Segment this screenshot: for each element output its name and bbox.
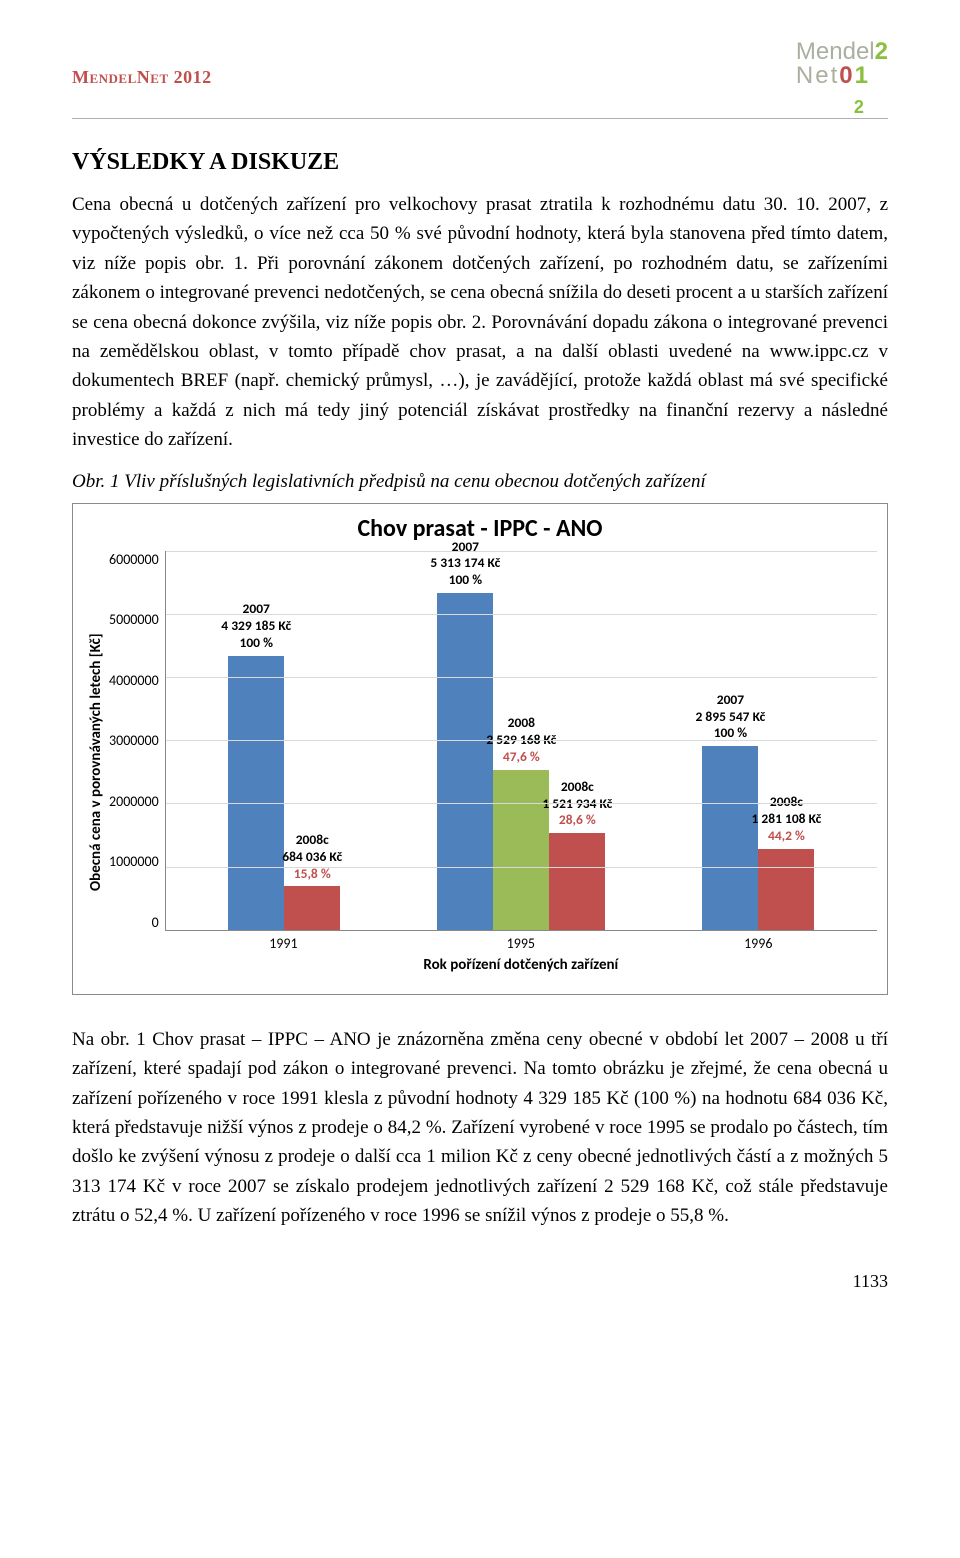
bar-label: 2008c1 281 108 Kč44,2 %	[716, 794, 856, 849]
y-tick: 3000000	[109, 732, 159, 749]
y-tick: 2000000	[109, 793, 159, 810]
gridline	[166, 551, 877, 552]
bar	[758, 849, 814, 930]
logo-text: Mendel	[796, 38, 875, 65]
y-tick: 6000000	[109, 551, 159, 568]
bar-column: 20074 329 185 Kč100 %	[228, 656, 284, 930]
bar-chart: Chov prasat - IPPC - ANO Obecná cena v p…	[72, 503, 888, 995]
y-tick: 5000000	[109, 611, 159, 628]
bar	[228, 656, 284, 930]
mendelnet-logo: Mendel2 Net012	[796, 40, 888, 116]
gridline	[166, 740, 877, 741]
page-number: 1133	[72, 1271, 888, 1292]
bar-label: 2008c684 036 Kč15,8 %	[242, 832, 382, 887]
logo-text: Net	[796, 62, 839, 89]
x-tick: 1996	[640, 935, 877, 952]
bar-column: 2008c1 281 108 Kč44,2 %	[758, 849, 814, 930]
logo-text: 2	[875, 38, 888, 65]
logo-text: 0	[839, 62, 854, 89]
y-tick: 4000000	[109, 672, 159, 689]
x-axis-title: Rok pořízení dotčených zařízení	[165, 956, 877, 974]
bar	[549, 833, 605, 929]
bar-label: 2008c1 521 934 Kč28,6 %	[507, 779, 647, 834]
x-tick: 1991	[165, 935, 402, 952]
plot-area: 20074 329 185 Kč100 %2008c684 036 Kč15,8…	[165, 551, 877, 931]
x-axis-ticks: 199119951996	[165, 935, 877, 952]
bar	[284, 886, 340, 929]
bar-label: 20072 895 547 Kč100 %	[660, 692, 800, 747]
page-header: MendelNet 2012 Mendel2 Net012	[72, 40, 888, 119]
bar-column: 2008c684 036 Kč15,8 %	[284, 886, 340, 929]
y-tick: 1000000	[109, 853, 159, 870]
gridline	[166, 803, 877, 804]
y-axis-ticks: 6000000 5000000 4000000 3000000 2000000 10000…	[109, 551, 165, 931]
gridline	[166, 867, 877, 868]
y-axis-title: Obecná cena v porovnávaných letech [Kč]	[83, 551, 109, 974]
y-tick: 0	[152, 914, 159, 931]
bar-label: 20075 313 174 Kč100 %	[395, 539, 535, 594]
x-tick: 1995	[402, 935, 639, 952]
gridline	[166, 614, 877, 615]
bar-column: 2008c1 521 934 Kč28,6 %	[549, 833, 605, 929]
logo-text: 2	[854, 97, 866, 117]
body-paragraph: Na obr. 1 Chov prasat – IPPC – ANO je zn…	[72, 1025, 888, 1231]
bar-label: 20074 329 185 Kč100 %	[186, 601, 326, 656]
figure-caption: Obr. 1 Vliv příslušných legislativních p…	[72, 471, 888, 493]
header-title: MendelNet 2012	[72, 67, 212, 88]
body-paragraph: Cena obecná u dotčených zařízení pro vel…	[72, 190, 888, 455]
gridline	[166, 677, 877, 678]
section-heading: VÝSLEDKY A DISKUZE	[72, 149, 888, 176]
bar-label: 20082 529 168 Kč47,6 %	[451, 715, 591, 770]
logo-text: 1	[855, 62, 870, 89]
